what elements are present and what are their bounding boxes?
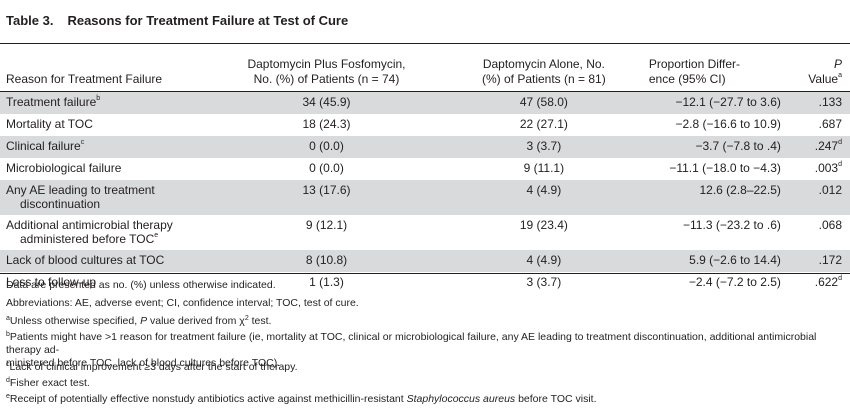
row-alone: 47 (58.0) [442, 91, 645, 114]
row-diff: 5.9 (−2.6 to 14.4) [644, 250, 793, 272]
table-row: Loss to follow-up 1 (1.3) 3 (3.7) −2.4 (… [0, 272, 850, 294]
bottom-rule [0, 273, 850, 274]
footnote-b: bPatients might have >1 reason for treat… [6, 331, 817, 369]
footnote-c: cLack of clinical improvement ≥3 days af… [6, 361, 298, 373]
row-diff: −3.7 (−7.8 to .4) [644, 136, 793, 158]
row-reason: Clinical failurec [0, 136, 211, 158]
results-table: Reason for Treatment Failure Daptomycin … [0, 43, 850, 294]
row-reason: Loss to follow-up [6, 275, 97, 289]
row-p: .172 [792, 250, 850, 272]
footnote-abbreviations: Abbreviations: AE, adverse event; CI, co… [6, 297, 359, 309]
row-combo: 13 (17.6) [210, 180, 443, 215]
row-diff: −11.1 (−18.0 to −4.3) [669, 161, 781, 175]
row-reason: Additional antimicrobial therapy administ… [6, 218, 173, 246]
footnote-a: aUnless otherwise specified, P value der… [6, 315, 272, 327]
col-header-reason: Reason for Treatment Failure [0, 43, 211, 92]
row-combo: 1 (1.3) [309, 275, 344, 289]
row-alone: 4 (4.9) [442, 180, 645, 215]
row-p: .003d [814, 161, 842, 175]
row-p: .068 [818, 218, 842, 232]
row-alone: 9 (11.1) [523, 161, 565, 175]
col-header-diff: Proportion Differ-ence (95% CI) [644, 43, 793, 92]
row-combo: 0 (0.0) [210, 136, 443, 158]
table-row: Clinical failurec 0 (0.0) 3 (3.7) −3.7 (… [0, 136, 850, 158]
header-row: Reason for Treatment Failure Daptomycin … [0, 43, 850, 92]
col-header-alone: Daptomycin Alone, No. (%) of Patients (n … [442, 43, 645, 92]
row-alone: 3 (3.7) [442, 136, 645, 158]
row-p: .687 [818, 117, 842, 131]
row-alone: 4 (4.9) [442, 250, 645, 272]
row-reason: Treatment failureb [0, 91, 211, 114]
row-combo: 18 (24.3) [302, 117, 351, 131]
row-p: .247d [792, 136, 850, 158]
row-alone: 19 (23.4) [519, 218, 568, 232]
row-diff: −2.8 (−16.6 to 10.9) [675, 117, 781, 131]
row-p: .012 [792, 180, 850, 215]
row-combo: 34 (45.9) [210, 91, 443, 114]
col-header-p: P Valuea [792, 43, 850, 92]
row-combo: 8 (10.8) [210, 250, 443, 272]
row-reason: Any AE leading to treatment discontinuati… [0, 180, 211, 215]
table-title-text: Reasons for Treatment Failure at Test of… [67, 13, 349, 28]
table-row: Treatment failureb 34 (45.9) 47 (58.0) −… [0, 91, 850, 114]
table-title: Table 3. Reasons for Treatment Failure at… [6, 13, 348, 28]
row-diff: −2.4 (−7.2 to 2.5) [688, 275, 781, 289]
row-combo: 0 (0.0) [309, 161, 344, 175]
footnote-data: Data are presented as no. (%) unless oth… [6, 279, 276, 291]
footnote-e: eReceipt of potentially effective nonstu… [6, 393, 597, 405]
row-alone: 3 (3.7) [526, 275, 562, 289]
table-row: Any AE leading to treatment discontinuati… [0, 180, 850, 215]
table-row: Lack of blood cultures at TOC 8 (10.8) 4… [0, 250, 850, 272]
row-reason: Microbiological failure [6, 161, 122, 175]
col-header-combo: Daptomycin Plus Fosfomycin, No. (%) of Pa… [210, 43, 443, 92]
table-row: Additional antimicrobial therapy administ… [0, 215, 850, 250]
row-p: .133 [792, 91, 850, 114]
row-p: .622d [814, 275, 842, 289]
table-row: Microbiological failure 0 (0.0) 9 (11.1)… [0, 158, 850, 180]
row-alone: 22 (27.1) [519, 117, 568, 131]
row-reason: Mortality at TOC [6, 117, 93, 131]
row-diff: −12.1 (−27.7 to 3.6) [644, 91, 793, 114]
table-number: Table 3. [6, 13, 54, 28]
row-diff: −11.3 (−23.2 to .6) [683, 218, 781, 232]
row-diff: 12.6 (2.8–22.5) [644, 180, 793, 215]
footnote-d: dFisher exact test. [6, 377, 90, 389]
row-reason: Lack of blood cultures at TOC [0, 250, 211, 272]
table-row: Mortality at TOC 18 (24.3) 22 (27.1) −2.… [0, 114, 850, 136]
row-combo: 9 (12.1) [305, 218, 348, 232]
